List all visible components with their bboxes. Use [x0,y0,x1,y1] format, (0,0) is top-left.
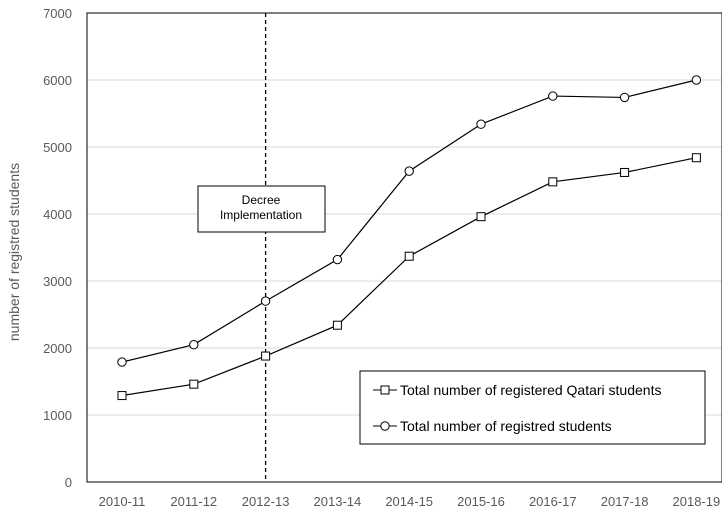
data-point-square [476,212,486,222]
legend-marker-qatari [380,385,390,395]
data-point-square [117,391,127,401]
data-point-circle [332,254,343,265]
data-point-circle [117,357,127,367]
data-point-circle [691,75,702,85]
series-group [117,75,702,401]
x-tick-label: 2011-12 [170,494,217,509]
x-axis-ticks: 2010-11 2011-12 2012-13 2013-14 2014-15 2015-… [99,494,721,509]
y-tick-label: 3000 [43,274,72,289]
x-tick-label: 2018-19 [673,494,721,509]
y-tick-label: 4000 [43,207,72,222]
series-1 [117,75,702,367]
y-tick-label: 1000 [43,408,72,423]
data-point-square [620,167,630,177]
decree-box [197,185,326,233]
y-tick-label: 6000 [43,73,72,88]
data-point-circle [404,166,414,176]
x-tick-label: 2013-14 [314,494,362,509]
decree-label-line2: Implementation [220,208,302,222]
x-tick-label: 2010-11 [99,494,146,509]
data-point-circle [619,92,630,103]
data-point-square [691,153,701,163]
x-tick-label: 2017-18 [601,494,649,509]
data-point-circle [189,339,199,350]
y-tick-label: 2000 [43,341,72,356]
gridlines [87,79,722,416]
series-0 [117,153,701,401]
decree-annotation: Decree Implementation [197,13,326,482]
y-tick-label: 0 [65,475,72,490]
x-tick-label: 2012-13 [242,494,290,509]
y-axis-label: number of registred students [6,163,22,341]
legend-marker-total [380,421,390,431]
data-point-square [189,379,199,389]
plot-area-border [86,12,722,483]
y-tick-label: 7000 [43,6,72,21]
legend: Total number of registered Qatari studen… [359,370,706,445]
data-point-square [261,351,271,361]
legend-label-qatari: Total number of registered Qatari studen… [400,382,661,398]
data-point-square [404,251,414,261]
data-point-circle [548,91,558,101]
x-tick-label: 2016-17 [529,494,577,509]
x-tick-label: 2014-15 [385,494,433,509]
y-axis-ticks: 0 1000 2000 3000 4000 5000 6000 7000 [43,6,72,490]
decree-label-line1: Decree [242,193,281,207]
data-point-square [548,177,558,187]
data-point-circle [476,119,486,129]
data-point-square [332,320,342,330]
x-tick-label: 2015-16 [457,494,505,509]
legend-label-total: Total number of registred students [400,418,612,434]
y-tick-label: 5000 [43,140,72,155]
data-point-circle [260,296,271,306]
legend-box [359,370,706,445]
